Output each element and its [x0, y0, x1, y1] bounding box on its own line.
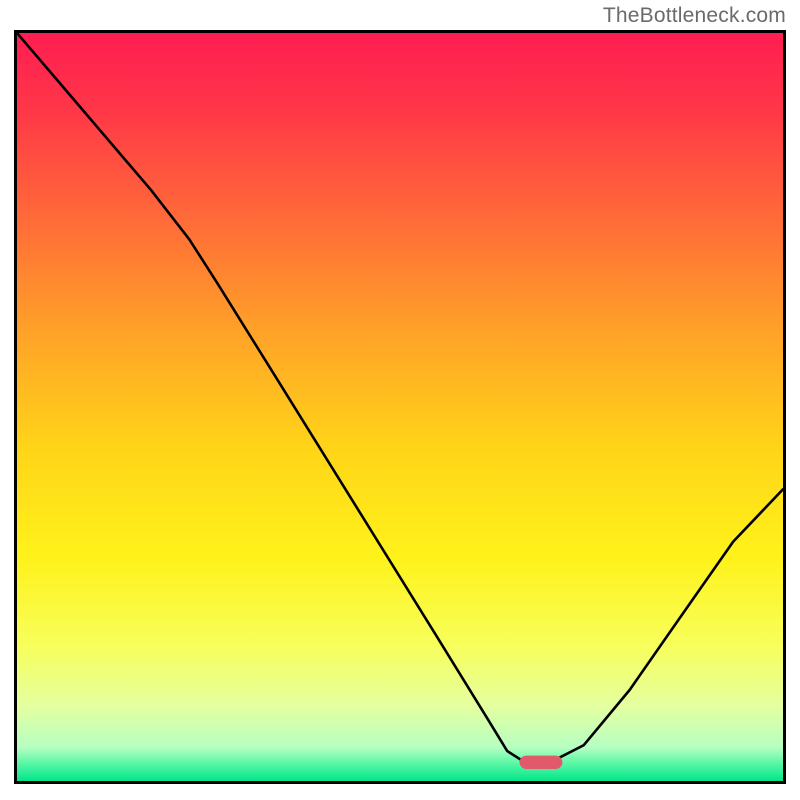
chart-frame — [14, 30, 786, 784]
watermark-label: TheBottleneck.com — [603, 4, 786, 28]
gradient-background — [17, 33, 783, 781]
trough-marker — [520, 756, 563, 769]
chart-root: TheBottleneck.com — [0, 0, 800, 800]
chart-svg — [17, 33, 783, 781]
